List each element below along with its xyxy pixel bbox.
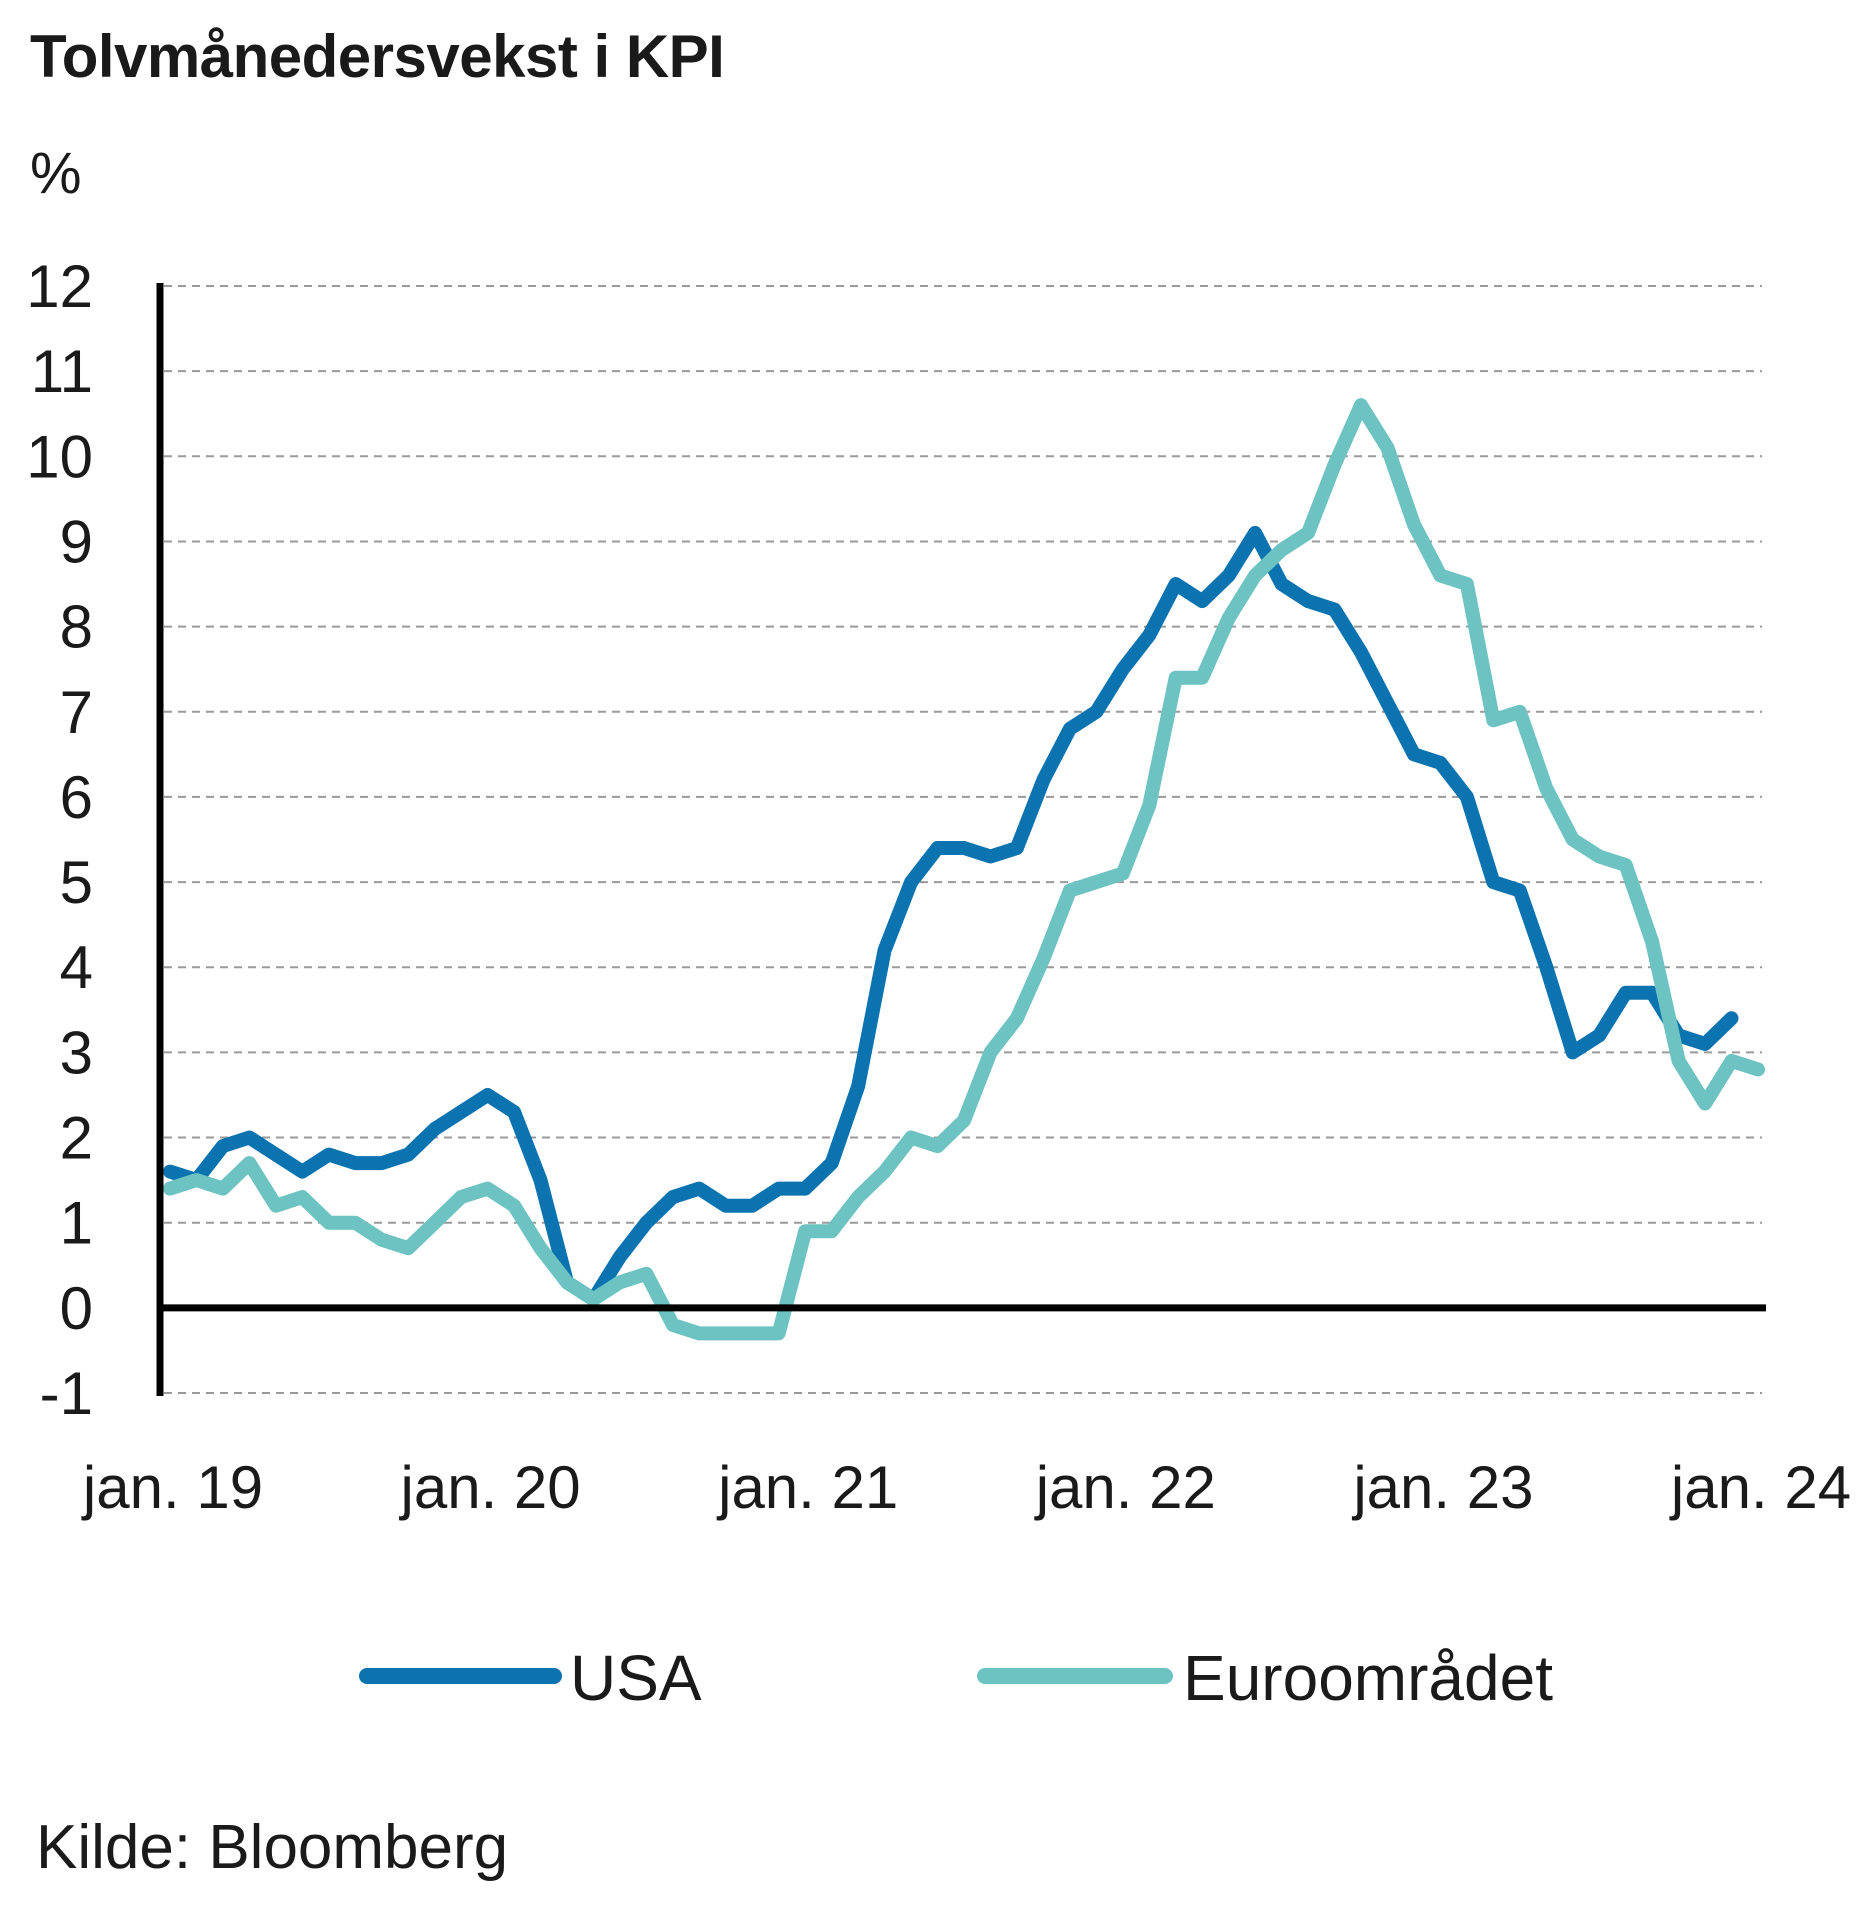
y-axis-unit-label: % [30,141,82,206]
y-tick-label: 1 [60,1190,93,1257]
x-tick-labels: jan. 19 jan. 20 jan. 21 jan. 22 jan. 23 jan. … [81,1454,1851,1521]
x-tick-label: jan. 20 [399,1454,581,1521]
y-tick-label: 7 [60,679,93,746]
y-tick-label: 11 [31,338,93,405]
source-note: Kilde: Bloomberg [36,1813,509,1882]
y-tick-label: -1 [40,1360,93,1427]
x-tick-label: jan. 22 [1034,1454,1216,1521]
y-tick-label: 6 [60,764,93,831]
axes [156,283,1766,1396]
series-line-euro [163,398,1765,1341]
legend-label: USA [570,1642,702,1714]
series-lines [163,398,1765,1341]
y-tick-label: 5 [60,849,93,916]
legend: USA Euroområdet [359,1642,1553,1714]
y-tick-label: 3 [60,1019,93,1086]
y-tick-label: 0 [60,1275,93,1342]
y-tick-label: 9 [60,508,93,575]
series-line-usa [163,525,1739,1307]
y-tick-label: 10 [26,423,93,490]
x-tick-label: jan. 19 [81,1454,263,1521]
x-tick-label: jan. 23 [1351,1454,1533,1521]
y-tick-label: 2 [60,1105,93,1172]
y-tick-label: 8 [60,594,93,661]
x-tick-label: jan. 24 [1669,1454,1851,1521]
y-tick-label: 12 [26,253,93,320]
legend-label: Euroområdet [1183,1642,1553,1714]
chart-title: Tolvmånedersvekst i KPI [30,23,725,90]
x-tick-label: jan. 21 [716,1454,898,1521]
grid-lines [164,285,1762,1394]
y-tick-label: 4 [60,934,93,1001]
